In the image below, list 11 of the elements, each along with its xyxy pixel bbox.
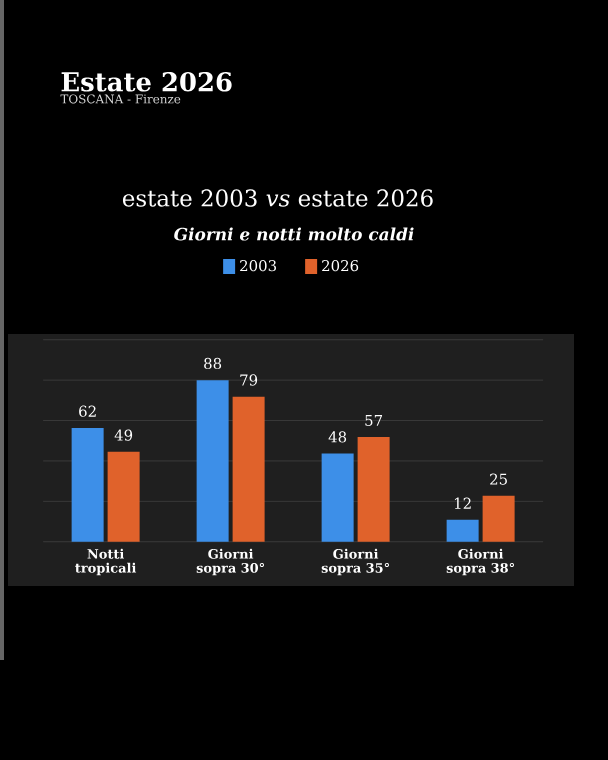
bar [71,427,104,542]
bar [107,451,140,542]
text: Estate 2026 [61,72,232,92]
bar [446,519,479,542]
bar [232,396,265,542]
bar [357,437,390,542]
bar [321,453,354,542]
bar [196,380,229,542]
chart-subtitle: Giorni e notti molto caldi [174,227,414,241]
chart-title: estate 2003 vs estate 2026 [122,189,433,207]
bar [482,495,515,542]
